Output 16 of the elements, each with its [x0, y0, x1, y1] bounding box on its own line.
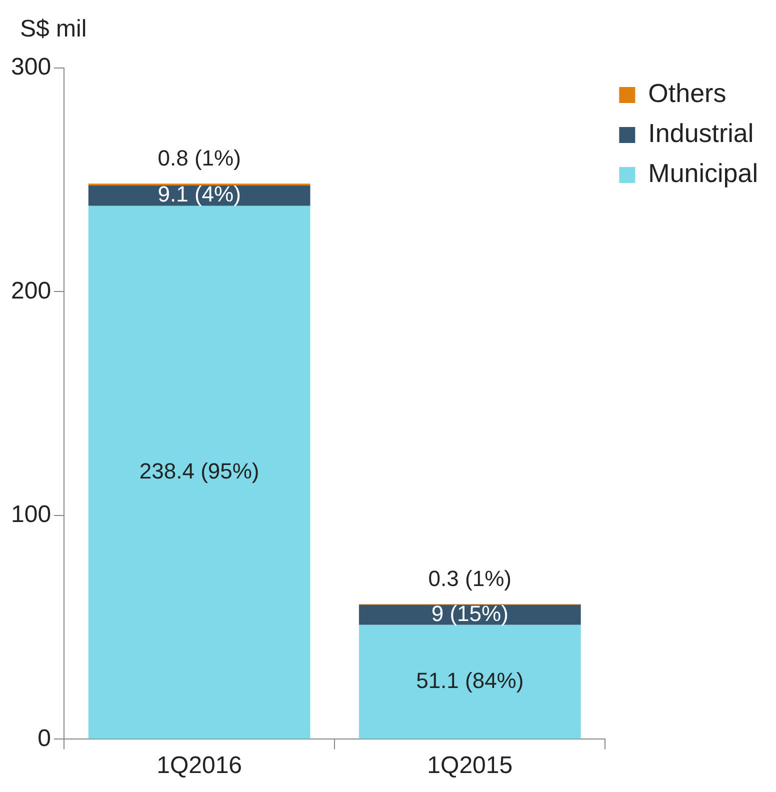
- x-tick-label: 1Q2016: [156, 752, 242, 780]
- data-label: 9.1 (4%): [158, 182, 241, 207]
- legend-label: Municipal: [648, 158, 758, 188]
- data-label: 9 (15%): [431, 600, 508, 626]
- data-label: 51.1 (84%): [416, 668, 524, 693]
- y-tick-label: 100: [10, 501, 52, 528]
- y-axis-title: S$ mil: [20, 16, 87, 43]
- legend-label: Industrial: [648, 118, 754, 148]
- data-label: 0.8 (1%): [158, 146, 241, 171]
- y-tick-label: 200: [10, 277, 52, 304]
- y-tick-label: 0: [38, 724, 52, 752]
- data-label: 238.4 (95%): [139, 458, 260, 484]
- data-label: 0.3 (1%): [428, 566, 512, 592]
- legend-label: Others: [648, 78, 726, 108]
- y-tick-label: 300: [10, 54, 52, 81]
- x-tick-label: 1Q2015: [427, 752, 513, 780]
